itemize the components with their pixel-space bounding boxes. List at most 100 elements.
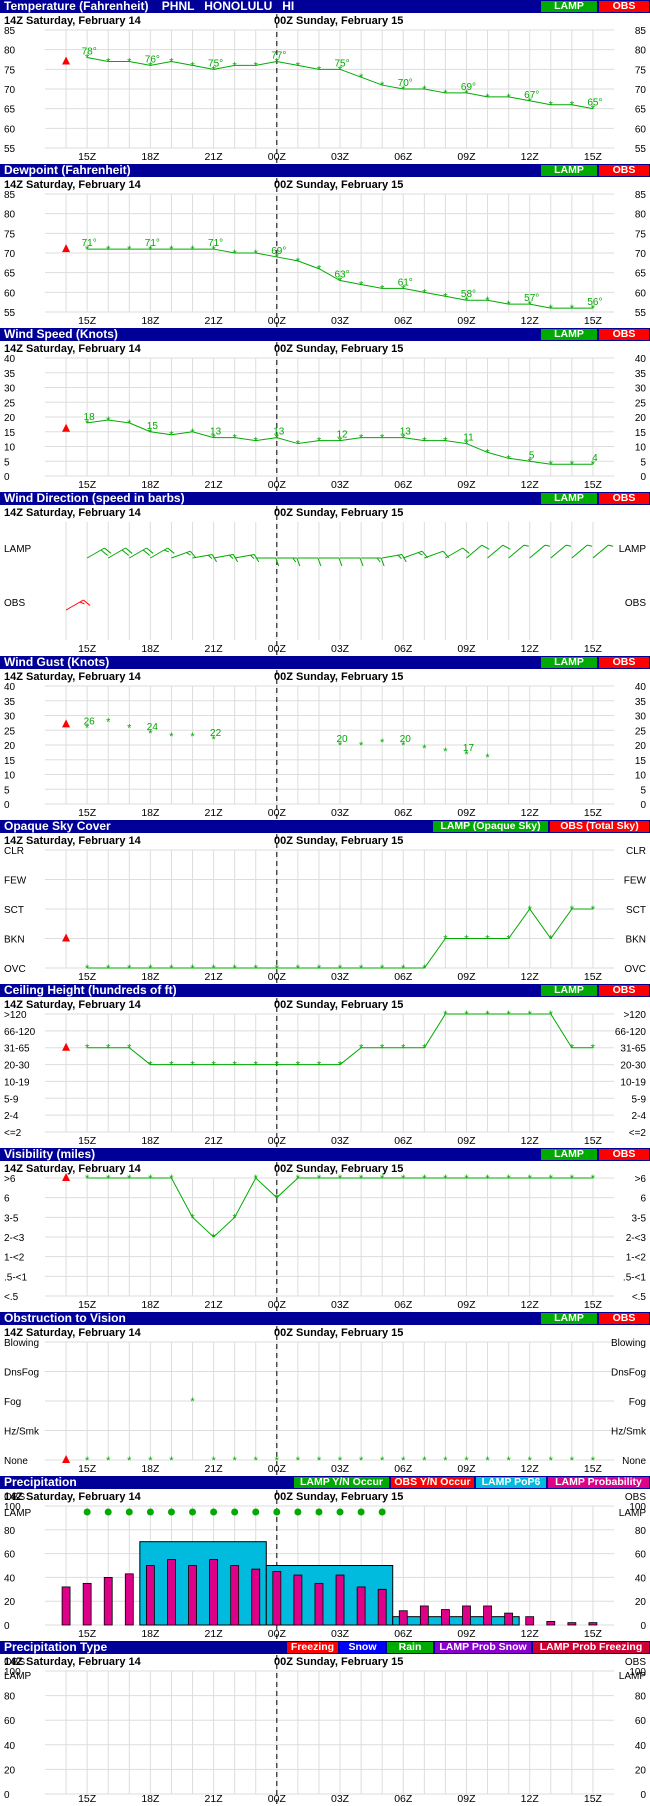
- y-tick-label-left: 25: [4, 398, 16, 409]
- wind-barb-lamp: [276, 557, 301, 567]
- data-point-lamp: *: [570, 1173, 575, 1185]
- data-point-lamp: *: [275, 1193, 280, 1205]
- wind-barb-lamp: [255, 557, 280, 567]
- y-tick-label-left: 40: [4, 1741, 16, 1752]
- data-point-lamp: *: [506, 1009, 511, 1021]
- data-point-lamp: *: [169, 1173, 174, 1185]
- row-label-right: OBS: [625, 598, 646, 609]
- data-point-lamp: *: [211, 1455, 216, 1467]
- wind-barb-lamp: [213, 554, 239, 563]
- probability-bar: [230, 1565, 240, 1626]
- data-point-lamp: *: [233, 433, 238, 445]
- y-tick-label-right: 15: [635, 756, 647, 767]
- data-point-lamp: *: [106, 1173, 111, 1185]
- y-tick-label-left: 20: [4, 1765, 16, 1776]
- y-tick-label-left: 35: [4, 369, 16, 380]
- panel-header: Dewpoint (Fahrenheit) LAMP OBS: [0, 164, 650, 177]
- data-point-lamp: *: [233, 60, 238, 72]
- legend-badge: OBS: [599, 1149, 649, 1160]
- y-tick-label-right: <=2: [629, 1128, 647, 1139]
- probability-bar: [82, 1582, 92, 1626]
- date-label-left: 14Z Saturday, February 14: [4, 1327, 141, 1339]
- y-tick-label-right: 80: [635, 46, 647, 57]
- y-tick-label-right: 6: [640, 1194, 646, 1205]
- series-line-lamp: [87, 57, 594, 110]
- data-point-lamp: *: [338, 1060, 343, 1072]
- legend-badge: LAMP: [541, 329, 597, 340]
- x-tick-label: 15Z: [584, 1299, 603, 1311]
- data-point-lamp: *: [591, 1173, 596, 1185]
- panel-header: Obstruction to Vision LAMP OBS: [0, 1312, 650, 1325]
- y-tick-label-left: 30: [4, 712, 16, 723]
- y-tick-label-left: 20: [4, 413, 16, 424]
- legend-badge: OBS: [599, 329, 649, 340]
- data-point-lamp: *: [211, 433, 216, 445]
- data-point-lamp: *: [528, 456, 533, 468]
- data-label: 26: [84, 716, 96, 727]
- panel-dewpoint: Dewpoint (Fahrenheit) LAMP OBS 14Z Saturday…: [0, 164, 650, 328]
- data-label: 67°: [524, 90, 539, 101]
- row-label-right: LAMP: [619, 544, 647, 555]
- data-point-lamp: *: [169, 56, 174, 68]
- panel-title: Wind Speed (Knots): [4, 327, 118, 341]
- wind-barb-lamp: [592, 544, 614, 559]
- data-point-lamp: *: [190, 427, 195, 439]
- series-line-lamp: [87, 1177, 593, 1238]
- data-point-lamp: *: [148, 427, 153, 439]
- y-tick-label-left: 80: [4, 46, 16, 57]
- y-tick-label-left: 75: [4, 229, 16, 240]
- y-tick-label-left: 35: [4, 697, 16, 708]
- panel-title: Dewpoint (Fahrenheit): [4, 163, 131, 177]
- y-tick-label-left: >6: [4, 1174, 16, 1185]
- y-tick-label-right: 20: [635, 413, 647, 424]
- x-tick-label: 12Z: [521, 643, 540, 655]
- wind-barb-lamp: [466, 544, 490, 559]
- x-tick-label: 21Z: [205, 807, 224, 819]
- y-tick-label-right: 65: [635, 269, 647, 280]
- data-label: 56°: [587, 297, 602, 308]
- x-tick-label: 06Z: [394, 643, 413, 655]
- data-point-lamp: *: [317, 963, 322, 975]
- data-label: 77°: [271, 50, 286, 61]
- data-point-lamp: *: [422, 436, 427, 448]
- panel-header: Precipitation Type Freezing Snow Rain LAMP P…: [0, 1641, 650, 1654]
- date-label-right: 00Z Sunday, February 15: [274, 179, 404, 191]
- series-line-lamp: [87, 1013, 593, 1066]
- y-tick-label-left: 66-120: [4, 1027, 36, 1038]
- occur-dot-lamp: [357, 1508, 365, 1516]
- occur-dot-lamp: [146, 1508, 154, 1516]
- data-point-lamp: *: [443, 1009, 448, 1021]
- x-tick-label: 18Z: [141, 807, 160, 819]
- probability-bar: [145, 1565, 155, 1626]
- data-point-lamp: *: [570, 904, 575, 916]
- y-tick-label-left: 40: [4, 354, 16, 365]
- data-point-lamp: *: [190, 1212, 195, 1224]
- legend-badge: LAMP: [541, 657, 597, 668]
- x-tick-label: 15Z: [78, 643, 97, 655]
- x-tick-label: 15Z: [78, 1628, 97, 1640]
- data-point-lamp: *: [443, 934, 448, 946]
- date-label-left: 14Z Saturday, February 14: [4, 1656, 141, 1668]
- data-point-lamp: *: [506, 92, 511, 104]
- row-label-left: LAMP: [4, 1508, 32, 1519]
- data-point-lamp: *: [485, 934, 490, 946]
- data-label: 75°: [208, 58, 223, 69]
- data-label: 63°: [334, 270, 349, 281]
- y-tick-label-left: 0: [4, 1790, 10, 1801]
- probability-bar: [419, 1605, 429, 1626]
- data-point-lamp: *: [422, 84, 427, 96]
- x-tick-label: 06Z: [394, 1793, 413, 1805]
- panel-wind-direction: Wind Direction (speed in barbs) LAMP OBS 14…: [0, 492, 650, 656]
- data-point-lamp: *: [296, 1060, 301, 1072]
- data-point-lamp: *: [211, 1232, 216, 1244]
- y-tick-label-right: 0: [640, 472, 646, 483]
- data-point-obs: [62, 56, 71, 65]
- wind-barb-obs: [65, 599, 91, 611]
- x-tick-label: 09Z: [457, 479, 476, 491]
- x-tick-label: 15Z: [584, 643, 603, 655]
- x-tick-label: 15Z: [584, 807, 603, 819]
- date-label-left: 14Z Saturday, February 14: [4, 507, 141, 519]
- wind-barb-lamp: [445, 547, 470, 559]
- data-point-lamp: *: [380, 1173, 385, 1185]
